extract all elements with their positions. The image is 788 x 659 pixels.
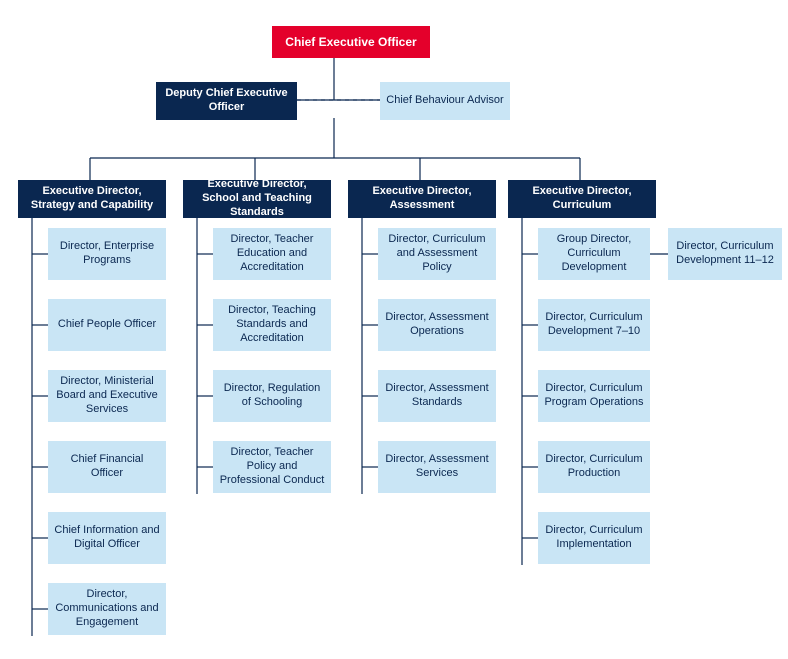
strategy-child: Director, Communications and Engagement bbox=[48, 583, 166, 635]
strategy-child: Chief People Officer bbox=[48, 299, 166, 351]
exec-director-assessment-label: Executive Director, Assessment bbox=[354, 185, 490, 213]
standards-child: Director, Teacher Education and Accredit… bbox=[213, 228, 331, 280]
exec-director-strategy: Executive Director, Strategy and Capabil… bbox=[18, 180, 166, 218]
strategy-child: Director, Enterprise Programs bbox=[48, 228, 166, 280]
curriculum-child: Director, Curriculum Development 7–10 bbox=[538, 299, 650, 351]
assessment-child: Director, Curriculum and Assessment Poli… bbox=[378, 228, 496, 280]
deputy-ceo-box: Deputy Chief Executive Officer bbox=[156, 82, 297, 120]
ceo-label: Chief Executive Officer bbox=[285, 35, 416, 50]
curriculum-child: Director, Curriculum Implementation bbox=[538, 512, 650, 564]
exec-director-curriculum: Executive Director, Curriculum bbox=[508, 180, 656, 218]
exec-director-standards-label: Executive Director, School and Teaching … bbox=[189, 178, 325, 219]
behaviour-advisor-box: Chief Behaviour Advisor bbox=[380, 82, 510, 120]
standards-child: Director, Teacher Policy and Professiona… bbox=[213, 441, 331, 493]
curriculum-child: Director, Curriculum Production bbox=[538, 441, 650, 493]
strategy-child: Chief Information and Digital Officer bbox=[48, 512, 166, 564]
curriculum-branch-11-12: Director, Curriculum Development 11–12 bbox=[668, 228, 782, 280]
deputy-ceo-label: Deputy Chief Executive Officer bbox=[162, 87, 291, 115]
behaviour-advisor-label: Chief Behaviour Advisor bbox=[386, 94, 503, 108]
assessment-child: Director, Assessment Operations bbox=[378, 299, 496, 351]
strategy-child: Director, Ministerial Board and Executiv… bbox=[48, 370, 166, 422]
curriculum-child: Director, Curriculum Program Operations bbox=[538, 370, 650, 422]
assessment-child: Director, Assessment Standards bbox=[378, 370, 496, 422]
exec-director-strategy-label: Executive Director, Strategy and Capabil… bbox=[24, 185, 160, 213]
strategy-child: Chief Financial Officer bbox=[48, 441, 166, 493]
exec-director-standards: Executive Director, School and Teaching … bbox=[183, 180, 331, 218]
assessment-child: Director, Assessment Services bbox=[378, 441, 496, 493]
ceo-box: Chief Executive Officer bbox=[272, 26, 430, 58]
exec-director-curriculum-label: Executive Director, Curriculum bbox=[514, 185, 650, 213]
standards-child: Director, Teaching Standards and Accredi… bbox=[213, 299, 331, 351]
exec-director-assessment: Executive Director, Assessment bbox=[348, 180, 496, 218]
standards-child: Director, Regulation of Schooling bbox=[213, 370, 331, 422]
curriculum-child: Group Director, Curriculum Development bbox=[538, 228, 650, 280]
